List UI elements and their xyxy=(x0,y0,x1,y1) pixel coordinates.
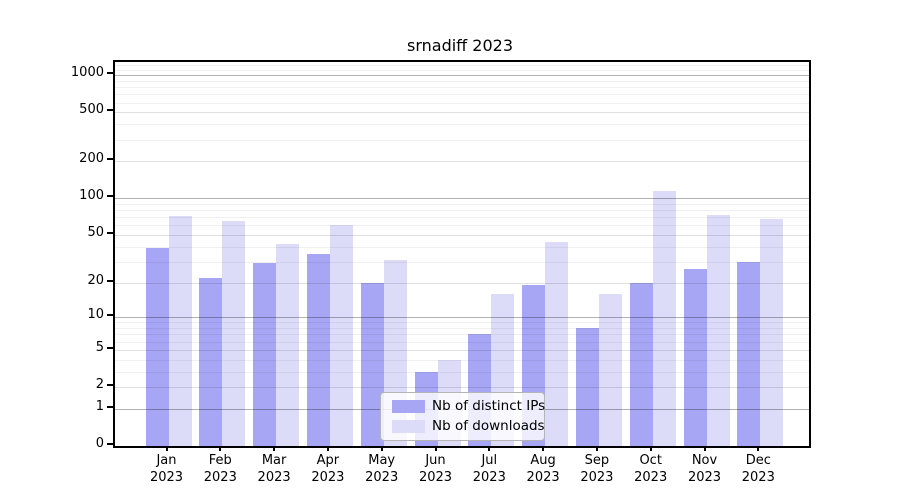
x-tick-mark-sep xyxy=(595,446,598,451)
bar-distinct-ips-nov xyxy=(683,269,707,446)
y-tick-label-2: 2 xyxy=(95,377,104,393)
y-tick-mark-1 xyxy=(107,405,113,408)
x-tick-mark-oct xyxy=(649,446,652,451)
y-tick-mark-100 xyxy=(107,195,113,198)
bar-distinct-ips-jan xyxy=(145,248,169,446)
bar-distinct-ips-sep xyxy=(575,328,599,446)
y-tick-label-500: 500 xyxy=(79,102,104,118)
x-tick-label-oct: Oct 2023 xyxy=(634,453,668,485)
x-tick-mark-dec xyxy=(757,446,760,451)
bar-distinct-ips-mar xyxy=(253,263,277,446)
bar-downloads-apr xyxy=(329,225,353,446)
x-tick-label-dec: Dec 2023 xyxy=(741,453,775,485)
x-tick-mark-feb xyxy=(219,446,222,451)
y-tick-mark-20 xyxy=(107,279,113,282)
chart-title: srnadiff 2023 xyxy=(406,36,513,55)
bar-downloads-aug xyxy=(545,241,569,446)
bar-downloads-sep xyxy=(598,293,622,446)
y-tick-label-5: 5 xyxy=(95,339,104,355)
bar-distinct-ips-dec xyxy=(737,261,761,446)
y-tick-label-0: 0 xyxy=(95,436,104,451)
legend: Nb of distinct IPs Nb of downloads xyxy=(380,392,545,441)
bars-layer xyxy=(115,62,809,446)
x-tick-label-jun: Jun 2023 xyxy=(418,453,453,485)
x-tick-label-may: May 2023 xyxy=(365,453,399,485)
legend-item-distinct-ips: Nb of distinct IPs xyxy=(392,398,545,414)
bar-distinct-ips-apr xyxy=(306,253,330,446)
x-tick-label-jan: Jan 2023 xyxy=(149,453,184,485)
x-tick-label-apr: Apr 2023 xyxy=(311,453,345,485)
y-tick-mark-50 xyxy=(107,231,113,234)
x-tick-mark-nov xyxy=(703,446,706,451)
y-tick-mark-10 xyxy=(107,314,113,317)
y-tick-label-50: 50 xyxy=(87,224,104,240)
x-tick-label-nov: Nov 2023 xyxy=(687,453,722,485)
legend-label-distinct-ips: Nb of distinct IPs xyxy=(432,398,546,414)
x-tick-mark-aug xyxy=(542,446,545,451)
y-tick-label-100: 100 xyxy=(79,188,104,204)
legend-label-downloads: Nb of downloads xyxy=(432,418,545,434)
x-tick-mark-may xyxy=(380,446,383,451)
x-tick-label-mar: Mar 2023 xyxy=(257,453,291,485)
legend-swatch-distinct-ips xyxy=(392,399,425,413)
y-tick-mark-1000 xyxy=(107,72,113,75)
bar-downloads-nov xyxy=(706,215,730,446)
x-tick-label-sep: Sep 2023 xyxy=(580,453,614,485)
bar-downloads-dec xyxy=(760,218,784,446)
bar-distinct-ips-feb xyxy=(199,277,223,446)
y-tick-label-200: 200 xyxy=(79,151,104,167)
y-tick-mark-2 xyxy=(107,384,113,387)
bar-downloads-feb xyxy=(222,221,246,446)
x-tick-label-aug: Aug 2023 xyxy=(526,453,560,485)
bar-downloads-jan xyxy=(168,215,192,446)
x-tick-mark-jun xyxy=(434,446,437,451)
legend-swatch-downloads xyxy=(392,419,425,433)
y-tick-label-1000: 1000 xyxy=(70,65,104,81)
x-tick-label-feb: Feb 2023 xyxy=(203,453,237,485)
plot-area: Nb of distinct IPs Nb of downloads xyxy=(113,60,811,448)
x-tick-mark-apr xyxy=(326,446,329,451)
x-tick-mark-jul xyxy=(488,446,491,451)
bar-distinct-ips-may xyxy=(360,282,384,446)
y-tick-mark-200 xyxy=(107,158,113,161)
y-tick-label-1: 1 xyxy=(95,398,104,414)
bar-distinct-ips-oct xyxy=(629,282,653,446)
y-tick-mark-5 xyxy=(107,346,113,349)
x-tick-mark-jan xyxy=(165,446,168,451)
legend-item-downloads: Nb of downloads xyxy=(392,418,545,434)
bar-downloads-mar xyxy=(276,244,300,446)
x-tick-mark-mar xyxy=(273,446,276,451)
x-tick-label-jul: Jul 2023 xyxy=(472,453,506,485)
y-tick-mark-500 xyxy=(107,109,113,112)
y-tick-label-20: 20 xyxy=(87,272,104,288)
y-tick-mark-0 xyxy=(107,443,113,445)
y-tick-label-10: 10 xyxy=(87,307,104,323)
bar-downloads-oct xyxy=(652,191,676,446)
